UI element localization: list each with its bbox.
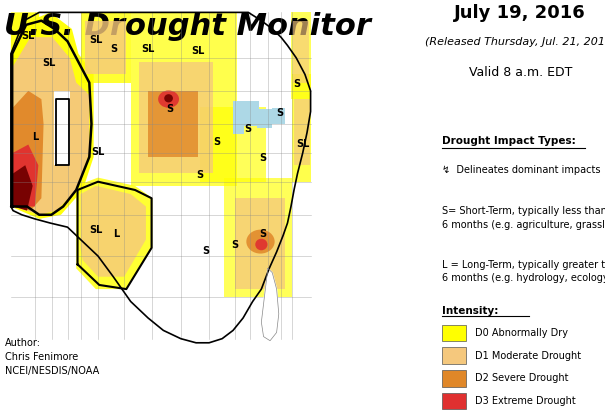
Polygon shape (80, 12, 131, 83)
Bar (442, 347, 466, 364)
Text: D3 Extreme Drought: D3 Extreme Drought (474, 396, 575, 406)
Bar (442, 325, 466, 341)
Polygon shape (139, 62, 214, 173)
Polygon shape (54, 91, 70, 165)
Polygon shape (233, 101, 259, 118)
Text: S: S (260, 230, 267, 240)
Text: D2 Severe Drought: D2 Severe Drought (474, 373, 568, 383)
Text: SL: SL (142, 44, 155, 54)
Text: SL: SL (90, 225, 103, 235)
Polygon shape (295, 99, 310, 165)
Text: SL: SL (296, 139, 310, 149)
Text: L = Long-Term, typically greater than
6 months (e.g. hydrology, ecology): L = Long-Term, typically greater than 6 … (442, 260, 605, 283)
Text: SL: SL (90, 36, 103, 45)
Text: S: S (110, 44, 117, 54)
Text: L: L (32, 133, 39, 142)
Text: S: S (231, 240, 238, 250)
Text: July 19, 2016: July 19, 2016 (454, 4, 586, 22)
Text: S: S (244, 124, 251, 134)
Polygon shape (292, 74, 312, 182)
Text: S: S (276, 108, 284, 118)
Polygon shape (235, 198, 286, 289)
Text: L: L (113, 230, 120, 240)
Text: S: S (196, 170, 203, 180)
Polygon shape (257, 109, 272, 128)
Bar (442, 393, 466, 409)
Polygon shape (13, 145, 38, 206)
Ellipse shape (164, 94, 173, 102)
Polygon shape (13, 91, 44, 211)
Polygon shape (148, 91, 198, 157)
Polygon shape (233, 118, 244, 134)
Text: ↯  Delineates dominant impacts: ↯ Delineates dominant impacts (442, 165, 601, 175)
Polygon shape (85, 21, 126, 74)
Text: D0 Abnormally Dry: D0 Abnormally Dry (474, 328, 567, 338)
Polygon shape (200, 107, 266, 182)
Text: (Released Thursday, Jul. 21, 2016): (Released Thursday, Jul. 21, 2016) (425, 37, 605, 47)
Text: SL: SL (21, 31, 34, 41)
Text: SL: SL (43, 58, 56, 68)
Text: S: S (214, 137, 221, 147)
Polygon shape (272, 108, 286, 124)
Bar (442, 370, 466, 387)
Polygon shape (11, 12, 39, 66)
Text: Intensity:: Intensity: (442, 306, 499, 316)
Text: Author:
Chris Fenimore
NCEI/NESDIS/NOAA: Author: Chris Fenimore NCEI/NESDIS/NOAA (5, 338, 99, 376)
Text: S: S (259, 153, 266, 163)
Polygon shape (224, 178, 292, 297)
Text: SL: SL (192, 46, 205, 56)
Polygon shape (131, 12, 237, 186)
Polygon shape (293, 21, 309, 83)
Polygon shape (13, 37, 90, 215)
Text: D1 Moderate Drought: D1 Moderate Drought (474, 351, 581, 361)
Text: Drought Impact Types:: Drought Impact Types: (442, 136, 576, 146)
Ellipse shape (246, 230, 275, 254)
Text: S: S (166, 104, 174, 114)
Text: S: S (293, 79, 300, 89)
Polygon shape (80, 186, 146, 277)
Polygon shape (11, 12, 94, 219)
Text: SL: SL (91, 147, 105, 157)
Text: Valid 8 a.m. EDT: Valid 8 a.m. EDT (469, 66, 572, 79)
Ellipse shape (255, 239, 267, 250)
Polygon shape (13, 165, 33, 211)
Polygon shape (261, 268, 279, 341)
Polygon shape (244, 107, 257, 126)
Polygon shape (292, 12, 311, 99)
Ellipse shape (158, 90, 179, 108)
Polygon shape (76, 178, 152, 289)
Text: S: S (203, 246, 210, 256)
Text: S= Short-Term, typically less than
6 months (e.g. agriculture, grassland: S= Short-Term, typically less than 6 mon… (442, 206, 605, 230)
Text: U.S. Drought Monitor: U.S. Drought Monitor (4, 12, 371, 41)
